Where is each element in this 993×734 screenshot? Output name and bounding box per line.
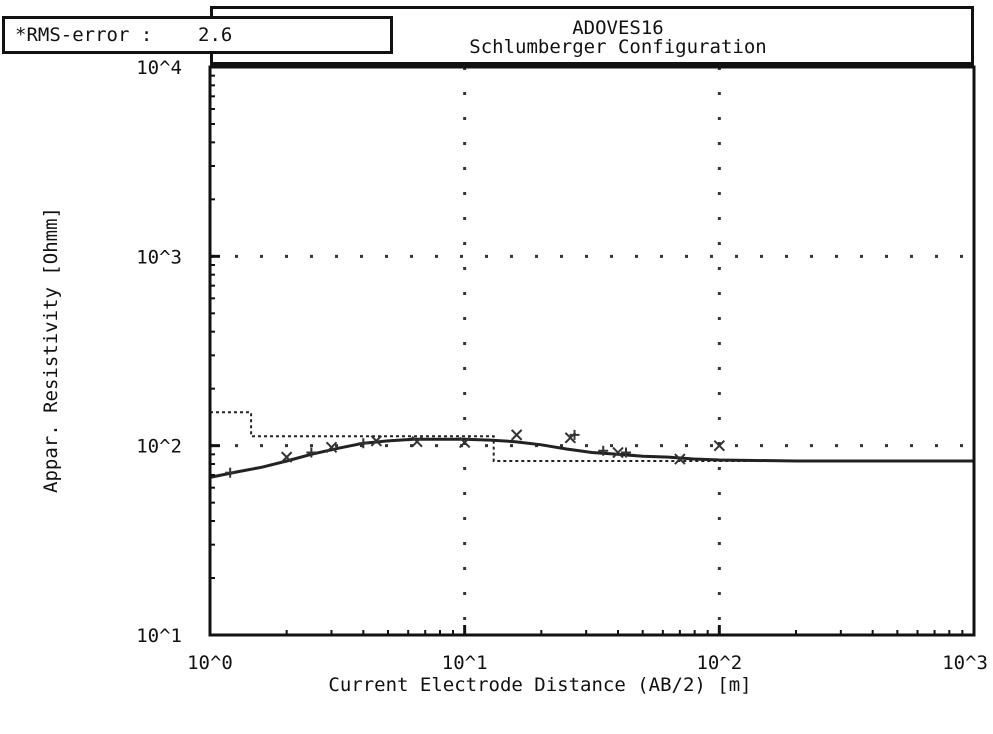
y-tick-label: 10^1 xyxy=(136,625,182,647)
marker-stroke xyxy=(612,446,624,459)
calculated-curve-line xyxy=(209,437,974,479)
measured-data-marker xyxy=(612,446,624,459)
measured-data-marker xyxy=(458,436,471,449)
x-tick-label: 10^0 xyxy=(187,652,233,674)
chart-subtitle: Schlumberger Configuration xyxy=(469,36,767,58)
measured-data-plus-marker xyxy=(569,429,580,440)
measured-data-plus-marker xyxy=(358,438,369,449)
measured-data-plus-marker xyxy=(306,447,317,458)
measured-data-plus-marker xyxy=(598,445,609,456)
y-tick-label: 10^3 xyxy=(136,246,182,268)
measured-data-marker xyxy=(713,439,726,452)
grid-layer xyxy=(210,67,974,635)
x-tick-label: 10^3 xyxy=(942,652,988,674)
marker-stroke xyxy=(411,435,423,448)
measured-data-marker xyxy=(370,435,383,447)
measured-data-marker xyxy=(674,453,686,465)
marker-stroke xyxy=(458,436,471,449)
rms-error-box: *RMS-error : 2.6 xyxy=(2,16,393,54)
y-tick-label: 10^4 xyxy=(136,57,182,79)
measured-data-marker xyxy=(325,441,338,454)
title-box: ADOVES16 Schlumberger Configuration xyxy=(210,6,974,66)
y-axis-label: Appar. Resistivity [Ohmm] xyxy=(40,207,62,493)
measured-data-marker xyxy=(280,451,293,463)
x-tick-label: 10^2 xyxy=(696,652,742,674)
chart-title: ADOVES16 xyxy=(572,17,664,39)
rms-error-value: 2.6 xyxy=(198,24,233,46)
marker-stroke xyxy=(280,451,293,463)
y-tick-label: 10^2 xyxy=(136,436,182,458)
marker-stroke xyxy=(510,429,523,441)
x-axis-label: Current Electrode Distance (AB/2) [m] xyxy=(328,674,751,696)
marker-stroke xyxy=(713,439,726,452)
marker-stroke xyxy=(674,453,686,465)
measured-data-marker xyxy=(510,429,523,441)
measured-data-plus-marker xyxy=(620,447,631,458)
x-tick-label: 10^1 xyxy=(442,652,488,674)
series-layer xyxy=(209,411,974,479)
rms-error-label: *RMS-error : xyxy=(15,24,153,46)
marker-stroke xyxy=(370,435,383,447)
plot-frame xyxy=(208,65,976,637)
measured-data-marker xyxy=(411,435,423,448)
marker-stroke xyxy=(325,441,338,454)
measured-data-plus-marker xyxy=(225,467,236,478)
tick-layer: 10^0 10^1 10^2 10^310^110^210^310^4 xyxy=(136,57,988,674)
